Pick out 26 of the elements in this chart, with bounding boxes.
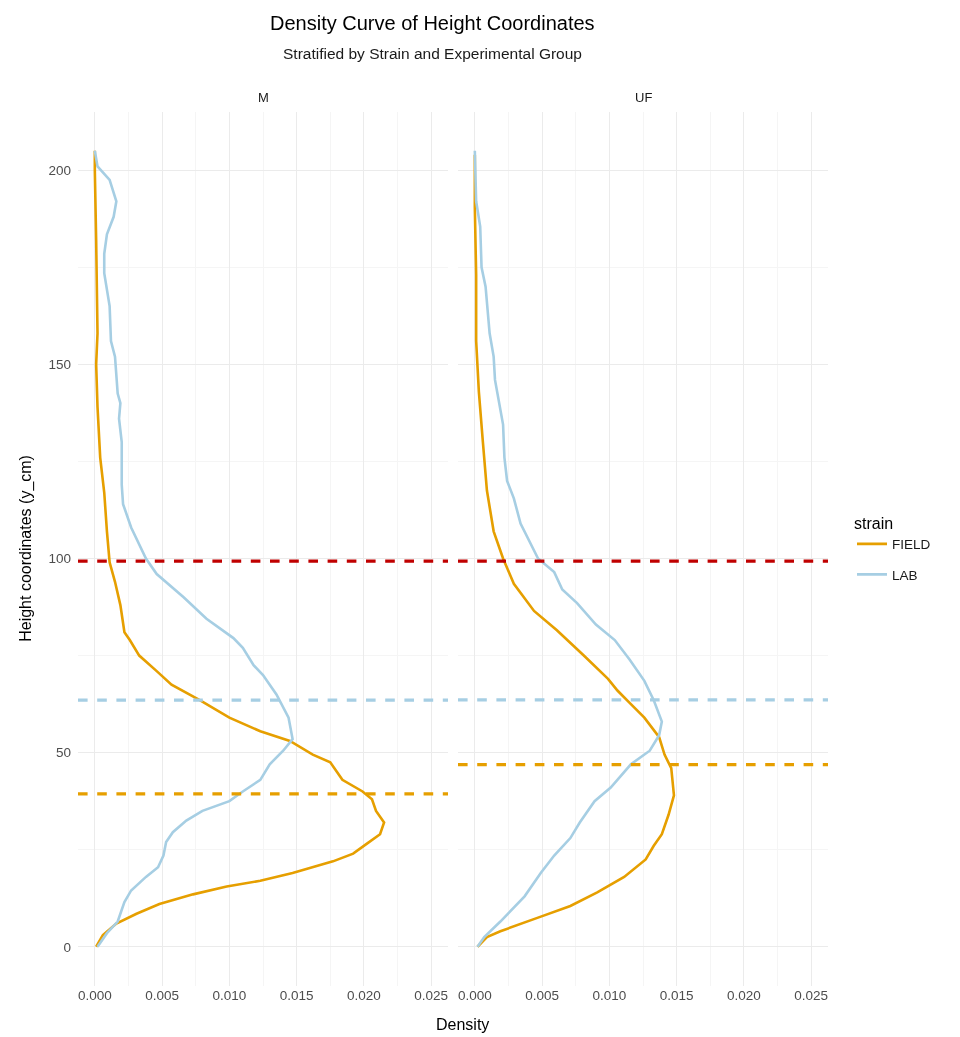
y-tick-label: 100	[48, 551, 71, 567]
text: M	[258, 90, 269, 105]
y-tick-label: 0	[63, 939, 71, 955]
chart-subtitle: Stratified by Strain and Experimental Group	[283, 45, 582, 62]
x-tick-label: 0.000	[457, 988, 492, 1004]
x-tick-label: 0.025	[794, 988, 829, 1004]
x-tick-label: 0.010	[592, 988, 627, 1004]
x-tick-label: 0.010	[212, 988, 247, 1004]
x-tick-label: 0.020	[727, 988, 761, 1004]
x-tick-label: 0.020	[347, 988, 381, 1004]
x-axis-title: Density	[436, 1016, 490, 1033]
y-tick-label: 150	[48, 357, 71, 373]
x-tick-label: 0.025	[414, 988, 449, 1004]
x-tick-label: 0.000	[77, 988, 112, 1004]
y-tick-label: 200	[48, 162, 71, 178]
x-tick-label: 0.015	[659, 988, 694, 1004]
legend-label: FIELD	[892, 537, 931, 553]
legend-label: LAB	[892, 567, 918, 583]
text: UF	[635, 90, 653, 105]
x-tick-label: 0.005	[525, 988, 559, 1004]
y-axis-title: Height coordinates (y_cm)	[17, 455, 36, 642]
x-tick-label: 0.015	[279, 988, 314, 1004]
y-tick-label: 50	[55, 745, 71, 761]
chart-title: Density Curve of Height Coordinates	[270, 12, 595, 34]
x-tick-label: 0.005	[145, 988, 179, 1004]
legend-title: strain	[854, 514, 894, 532]
